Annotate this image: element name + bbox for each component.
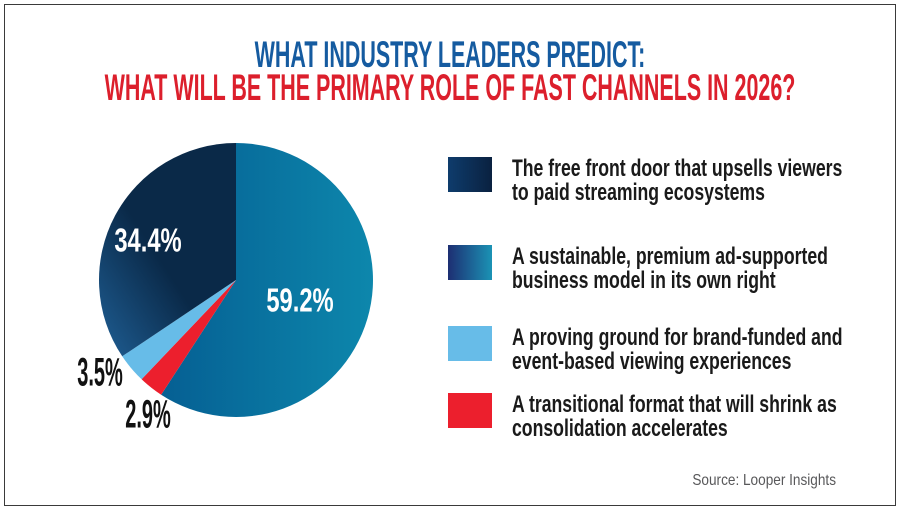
svg-text:3.5%: 3.5% [77,349,123,395]
svg-text:59.2%: 59.2% [266,283,333,320]
svg-text:34.4%: 34.4% [114,223,181,260]
svg-text:2.9%: 2.9% [125,391,171,437]
